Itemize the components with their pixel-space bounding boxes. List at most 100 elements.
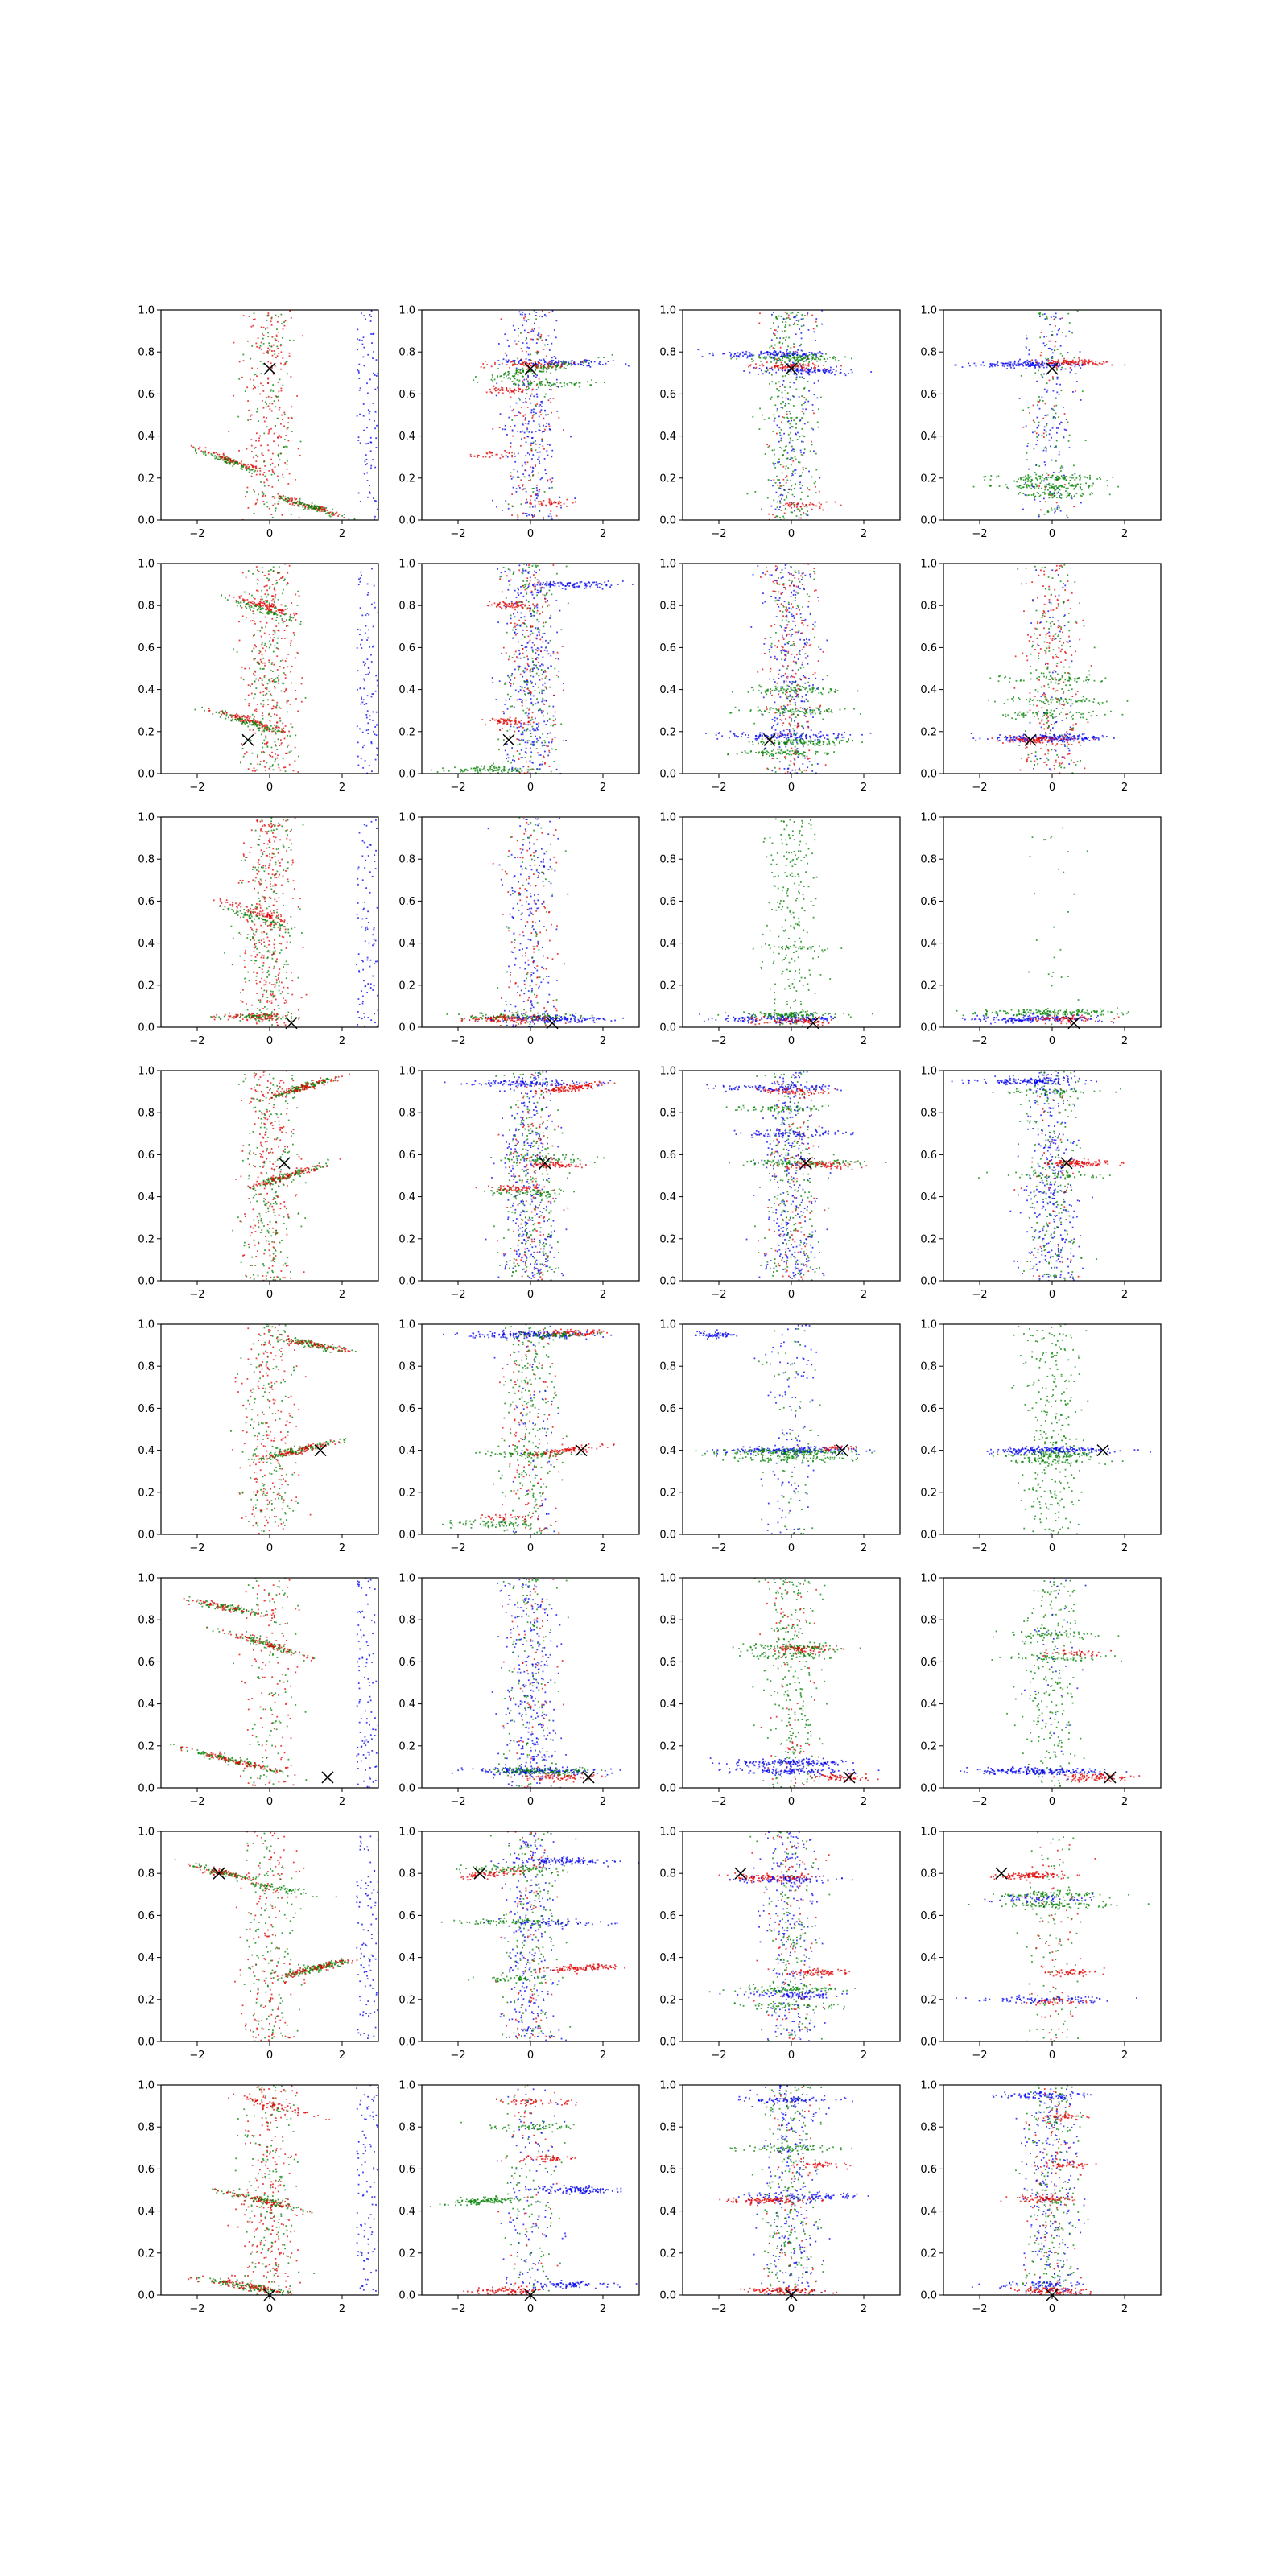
point <box>508 580 510 582</box>
point <box>1033 493 1035 495</box>
point <box>377 386 378 389</box>
point <box>373 693 374 695</box>
point <box>265 727 266 729</box>
point <box>360 571 362 573</box>
point <box>1046 316 1048 318</box>
point <box>379 340 381 341</box>
point <box>566 383 568 385</box>
point <box>1043 336 1046 338</box>
point <box>535 366 538 369</box>
point <box>246 716 248 719</box>
point <box>1030 363 1033 365</box>
point <box>505 455 507 456</box>
point <box>775 353 778 355</box>
point <box>774 466 777 469</box>
point <box>384 630 386 631</box>
point <box>254 318 256 320</box>
point <box>484 360 486 362</box>
point <box>1029 361 1031 363</box>
point <box>274 613 275 615</box>
point <box>372 719 374 721</box>
point <box>375 724 378 726</box>
point <box>538 336 540 337</box>
point <box>518 594 520 596</box>
point <box>242 735 244 737</box>
point <box>782 455 784 457</box>
point <box>781 472 783 474</box>
point <box>542 684 544 686</box>
point <box>1058 453 1060 456</box>
point <box>603 357 605 359</box>
point <box>291 500 293 502</box>
point <box>283 364 285 366</box>
point <box>1043 491 1046 493</box>
point <box>1056 376 1059 378</box>
point <box>520 722 522 724</box>
point <box>548 741 550 744</box>
point <box>527 712 530 715</box>
point <box>526 683 528 686</box>
point <box>500 575 502 577</box>
point <box>784 369 786 372</box>
point <box>247 467 250 469</box>
point <box>283 683 285 685</box>
point <box>507 371 510 373</box>
point <box>276 669 279 671</box>
point <box>792 351 795 353</box>
point <box>779 367 782 369</box>
point <box>1051 427 1054 429</box>
point <box>283 578 286 580</box>
point <box>1066 361 1068 363</box>
point <box>997 475 1000 477</box>
point <box>796 357 799 360</box>
point <box>262 500 265 502</box>
point <box>539 429 541 431</box>
point <box>538 351 540 353</box>
point <box>265 601 267 603</box>
point <box>522 488 525 490</box>
point <box>519 698 522 700</box>
point <box>560 363 563 365</box>
point <box>520 749 522 751</box>
point <box>361 574 363 576</box>
point <box>1100 478 1102 481</box>
point <box>517 430 518 432</box>
point <box>760 352 762 353</box>
point <box>801 366 803 369</box>
point <box>807 514 809 517</box>
point <box>535 440 536 442</box>
point <box>811 508 813 510</box>
point <box>1030 479 1033 481</box>
point <box>365 318 366 320</box>
point <box>782 454 785 456</box>
point <box>507 361 510 363</box>
point <box>1091 485 1093 487</box>
point <box>990 365 993 367</box>
point <box>370 333 372 335</box>
point <box>519 368 522 370</box>
point <box>274 753 276 755</box>
point <box>225 717 227 720</box>
point <box>277 682 279 684</box>
point <box>1102 361 1104 362</box>
point <box>737 355 740 357</box>
point <box>256 411 258 413</box>
point <box>799 498 802 501</box>
point <box>274 707 276 709</box>
point <box>778 415 780 418</box>
point <box>284 766 287 769</box>
point <box>502 390 504 391</box>
point <box>791 457 794 460</box>
point <box>490 365 493 368</box>
point <box>750 358 753 361</box>
point <box>541 438 543 440</box>
point <box>1022 362 1025 364</box>
point <box>1080 399 1082 401</box>
point <box>243 601 245 603</box>
point <box>285 361 287 363</box>
point <box>266 742 268 745</box>
point <box>280 742 283 744</box>
point <box>263 472 266 473</box>
point <box>502 428 504 431</box>
point <box>1018 485 1021 487</box>
